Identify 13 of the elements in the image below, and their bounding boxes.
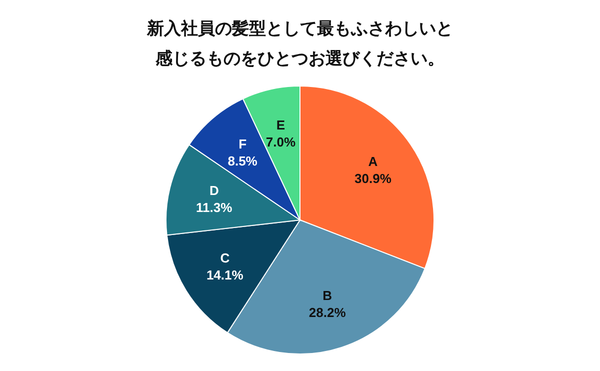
slice-label: D [209, 182, 219, 198]
data-label: 11.3% [196, 200, 233, 215]
data-label: 30.9% [354, 171, 392, 186]
chart-title: 新入社員の髪型として最もふさわしいと感じるものをひとつお選びください。 [146, 18, 454, 70]
slice-label: A [368, 154, 378, 170]
data-label: 8.5% [228, 154, 258, 169]
data-label: 7.0% [266, 134, 296, 150]
slice-label: C [220, 250, 230, 266]
slice-label: F [238, 136, 247, 152]
data-label: 14.1% [206, 268, 244, 283]
slice-label: E [276, 118, 286, 133]
data-label: 28.2% [308, 305, 346, 320]
slice-label: B [322, 288, 332, 304]
